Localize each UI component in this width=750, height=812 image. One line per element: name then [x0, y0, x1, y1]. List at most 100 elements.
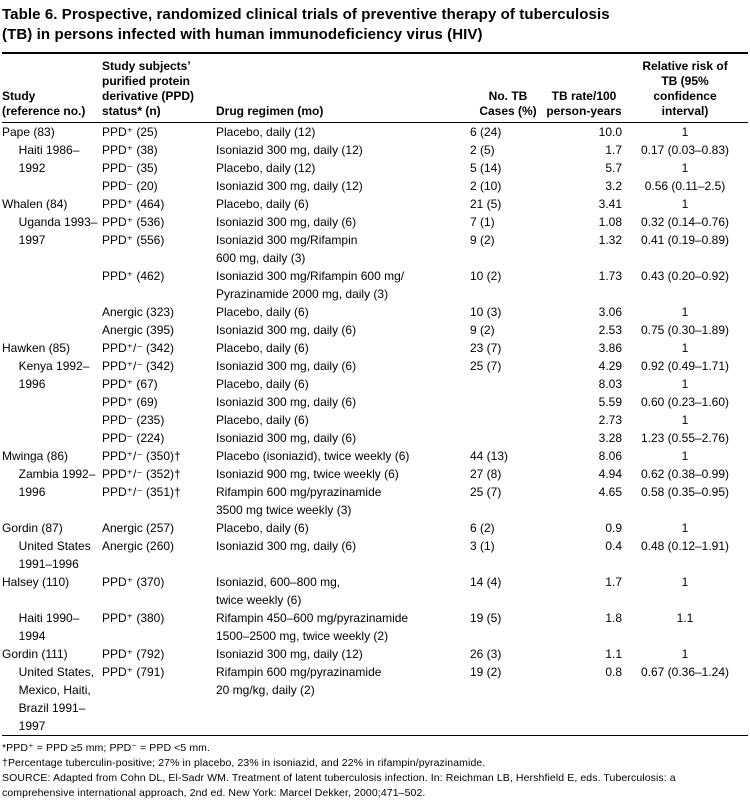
cell-cases: 27 (8) — [470, 467, 502, 481]
cell-drug — [216, 699, 470, 717]
cell-study — [2, 177, 102, 195]
cell-drug: Placebo (isoniazid), twice weekly (6) — [216, 449, 410, 463]
cell-cases — [470, 429, 546, 447]
footnote-ppd-definition: *PPD⁺ = PPD ≥5 mm; PPD⁻ = PPD <5 mm. — [2, 742, 211, 754]
table-row: Mexico, Haiti, 20 mg/kg, daily (2) — [2, 681, 748, 699]
cell-rr: 1 — [681, 377, 689, 391]
cell-study: Hawken (85) — [2, 341, 71, 355]
cell-rr — [622, 717, 748, 736]
cell-ppd: PPD⁺ (536) — [102, 215, 165, 229]
cell-rate: 5.59 — [598, 395, 622, 409]
cell-drug — [216, 717, 470, 736]
cell-ppd — [102, 681, 216, 699]
cell-rr — [622, 285, 748, 303]
cell-drug: Rifampin 450–600 mg/pyrazinamide — [216, 611, 409, 625]
table-row: 1994 1500–2500 mg, twice weekly (2) — [2, 627, 748, 645]
cell-cases — [470, 699, 546, 717]
cell-rate: 1.8 — [605, 611, 622, 625]
cell-study: Mwinga (86) — [2, 449, 69, 463]
cell-cases — [470, 249, 546, 267]
cell-rate: 0.9 — [605, 521, 622, 535]
cell-drug: Placebo, daily (6) — [216, 197, 309, 211]
cell-rate: 1.32 — [598, 233, 622, 247]
cell-study — [2, 591, 102, 609]
cell-rr: 0.17 (0.03–0.83) — [640, 143, 730, 157]
cell-rate: 3.41 — [598, 197, 622, 211]
cell-study — [2, 267, 102, 285]
cell-study: Pape (83) — [2, 125, 55, 139]
cell-cases: 9 (2) — [470, 233, 495, 247]
cell-ppd: PPD⁺ (556) — [102, 233, 165, 247]
cell-drug: Placebo, daily (12) — [216, 161, 316, 175]
cell-cases: 26 (3) — [470, 647, 502, 661]
cell-ppd: PPD⁺ (370) — [102, 575, 165, 589]
header-row: Study (reference no.) Study subjects’ pu… — [2, 53, 748, 123]
cell-rate — [546, 627, 622, 645]
table-row: Uganda 1993– PPD⁺ (536) Isoniazid 300 mg, … — [2, 213, 748, 231]
table-title: Table 6. Prospective, randomized clinica… — [2, 6, 610, 43]
cell-ppd: PPD⁺ (792) — [102, 647, 165, 661]
cell-drug: Placebo, daily (6) — [216, 377, 309, 391]
cell-study: Zambia 1992– — [2, 467, 96, 481]
cell-study: 1996 — [2, 485, 46, 499]
header-ppd-status: Study subjects’ purified protein derivat… — [102, 53, 216, 123]
cell-cases: 21 (5) — [470, 197, 502, 211]
header-drug-regimen: Drug regimen (mo) — [216, 53, 470, 123]
cell-cases: 19 (2) — [470, 665, 502, 679]
cell-cases — [470, 411, 546, 429]
table-row: PPD⁺ (69) Isoniazid 300 mg, daily (6) 5.59… — [2, 393, 748, 411]
table-row: Halsey (110) PPD⁺ (370) Isoniazid, 600–800… — [2, 573, 748, 591]
header-tb-cases: No. TB Cases (%) — [470, 53, 546, 123]
cell-ppd: PPD⁻ (224) — [102, 431, 165, 445]
cell-drug: Isoniazid 300 mg, daily (6) — [216, 323, 357, 337]
table-row: PPD⁺ (462) Isoniazid 300 mg/Rifampin 600 … — [2, 267, 748, 285]
cell-drug: Isoniazid 300 mg, daily (12) — [216, 143, 363, 157]
cell-rate: 1.7 — [605, 575, 622, 589]
footnote-tuberculin: †Percentage tuberculin-positive; 27% in … — [2, 757, 486, 769]
cell-study — [2, 285, 102, 303]
cell-study: Gordin (87) — [2, 521, 63, 535]
cell-ppd: PPD⁺ (38) — [102, 143, 158, 157]
cell-cases — [470, 591, 546, 609]
cell-study: Mexico, Haiti, — [2, 683, 91, 697]
cell-rr: 1 — [681, 521, 689, 535]
table-row: 600 mg, daily (3) — [2, 249, 748, 267]
cell-rr: 1 — [681, 449, 689, 463]
table-row: Kenya 1992– PPD⁺/⁻ (342) Isoniazid 300 mg,… — [2, 357, 748, 375]
cell-rr: 0.48 (0.12–1.91) — [640, 539, 730, 553]
cell-cases: 6 (24) — [470, 125, 502, 139]
cell-drug: twice weekly (6) — [216, 593, 302, 607]
cell-cases: 10 (2) — [470, 269, 502, 283]
cell-cases: 25 (7) — [470, 359, 502, 373]
cell-drug: Isoniazid 300 mg, daily (6) — [216, 539, 357, 553]
table-row: 1996 PPD⁺/⁻ (351)† Rifampin 600 mg/pyrazin… — [2, 483, 748, 501]
cell-study — [2, 429, 102, 447]
table-row: Whalen (84) PPD⁺ (464) Placebo, daily (6) 2… — [2, 195, 748, 213]
cell-study: Halsey (110) — [2, 575, 70, 589]
cell-ppd: Anergic (395) — [102, 323, 175, 337]
cell-study: 1996 — [2, 377, 46, 391]
cell-cases: 10 (3) — [470, 305, 502, 319]
table-row: Haiti 1990– PPD⁺ (380) Rifampin 450–600 mg… — [2, 609, 748, 627]
table-row: Brazil 1991– — [2, 699, 748, 717]
cell-rr — [622, 591, 748, 609]
cell-drug: Placebo, daily (6) — [216, 521, 309, 535]
cell-study: United States — [2, 539, 91, 553]
cell-ppd — [102, 699, 216, 717]
cell-rate: 1.7 — [605, 143, 622, 157]
cell-rr: 0.43 (0.20–0.92) — [640, 269, 730, 283]
table-row: Zambia 1992– PPD⁺/⁻ (352)† Isoniazid 900 m… — [2, 465, 748, 483]
cell-ppd: PPD⁺ (791) — [102, 665, 165, 679]
cell-rr: 0.92 (0.49–1.71) — [640, 359, 730, 373]
cell-cases: 9 (2) — [470, 323, 495, 337]
cell-rr: 1 — [681, 341, 689, 355]
cell-ppd: PPD⁻ (20) — [102, 179, 158, 193]
cell-rate — [546, 717, 622, 736]
cell-rate: 1.73 — [598, 269, 622, 283]
cell-rate — [546, 501, 622, 519]
cell-ppd: Anergic (323) — [102, 305, 175, 319]
table-row: 1991–1996 — [2, 555, 748, 573]
cell-ppd: PPD⁺ (25) — [102, 125, 158, 139]
cell-cases: 2 (10) — [470, 179, 502, 193]
table-row: 3500 mg twice weekly (3) — [2, 501, 748, 519]
